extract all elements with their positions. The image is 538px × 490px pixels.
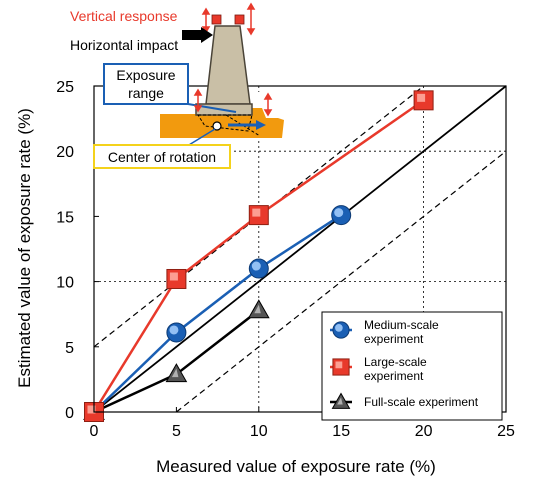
x-tick-label: 5 <box>172 423 181 440</box>
pier-body <box>205 25 251 105</box>
y-tick-label: 25 <box>56 79 74 96</box>
legend-label-triangle: Full-scale experiment <box>364 395 479 409</box>
reference-line-solid-0 <box>93 85 507 413</box>
data-point-circle <box>166 322 187 343</box>
axis-ticks: 0 5 10 15 20 25 0 5 10 15 20 25 <box>56 79 515 440</box>
y-tick-label: 20 <box>56 144 74 161</box>
x-tick-label: 10 <box>250 423 268 440</box>
data-point-circle <box>331 205 352 226</box>
exposure-range-label: Exposure <box>116 67 175 83</box>
data-point-circle-highlight <box>169 325 179 335</box>
legend-marker-circle <box>332 321 350 339</box>
exposure-range-arrowhead <box>256 120 266 130</box>
vertical-sensor-left <box>211 14 222 25</box>
x-axis-title: Measured value of exposure rate (%) <box>156 457 436 476</box>
y-tick-label: 10 <box>56 275 74 292</box>
structure-schematic: Vertical response Horizontal impact Expo… <box>70 2 290 169</box>
data-point-triangle-highlight <box>254 304 261 314</box>
rotation-line <box>225 114 261 137</box>
center-of-rotation-label: Center of rotation <box>108 149 216 165</box>
center-of-rotation-callout: Center of rotation <box>93 144 231 169</box>
exposure-range-callout: Exposure range <box>103 63 189 105</box>
x-tick-label: 0 <box>90 423 99 440</box>
data-point-circle-highlight <box>334 208 344 218</box>
data-point-square-highlight <box>252 208 261 217</box>
data-point-square <box>248 205 269 226</box>
horizontal-impact-arrow <box>182 30 202 40</box>
legend-marker-triangle <box>331 392 351 409</box>
data-point-triangle <box>247 299 270 319</box>
series-line-circle <box>93 214 342 413</box>
plot-frame <box>93 85 507 413</box>
reference-line-dashed-2 <box>176 150 507 413</box>
legend: Medium-scaleexperimentLarge-scaleexperim… <box>321 311 503 421</box>
legend-marker-circle-highlight <box>335 324 343 332</box>
legend-label-square: Large-scale <box>364 355 427 369</box>
x-tick-label: 25 <box>497 423 515 440</box>
data-point-circle <box>248 258 269 279</box>
data-point-triangle-highlight <box>171 368 179 378</box>
data-point-triangle <box>165 363 188 383</box>
data-point-square <box>166 268 187 289</box>
exposure-zone <box>197 114 253 132</box>
y-tick-label: 15 <box>56 209 74 226</box>
exposure-range-label-line2: range <box>128 85 164 101</box>
y-tick-label: 5 <box>65 340 74 357</box>
x-tick-label: 15 <box>332 423 350 440</box>
y-axis-title: Estimated value of exposure rate (%) <box>15 108 34 388</box>
series-line-square <box>92 99 425 413</box>
vertical-sensor-right <box>234 14 245 25</box>
data-point-square <box>413 90 434 111</box>
legend-marker-triangle-highlight <box>337 397 343 405</box>
horizontal-impact-label: Horizontal impact <box>70 37 178 53</box>
y-tick-label: 0 <box>65 405 74 422</box>
data-point-square-highlight <box>417 93 426 102</box>
legend-marker-square <box>332 358 350 376</box>
data-point-square-highlight <box>87 405 96 414</box>
center-of-rotation-marker <box>212 121 222 131</box>
vertical-response-arrows <box>193 2 273 117</box>
data-point-circle-highlight <box>251 261 261 271</box>
legend-marker-square-highlight <box>335 361 343 369</box>
x-tick-label: 20 <box>415 423 433 440</box>
legend-label-circle: Medium-scale <box>364 318 439 332</box>
legend-label-square-line2: experiment <box>364 369 424 383</box>
vertical-response-label: Vertical response <box>70 8 178 24</box>
data-point-square-highlight <box>169 272 178 281</box>
horizontal-impact-arrowhead <box>201 27 213 43</box>
legend-label-circle-line2: experiment <box>364 332 424 346</box>
foundation-ground <box>160 108 284 138</box>
